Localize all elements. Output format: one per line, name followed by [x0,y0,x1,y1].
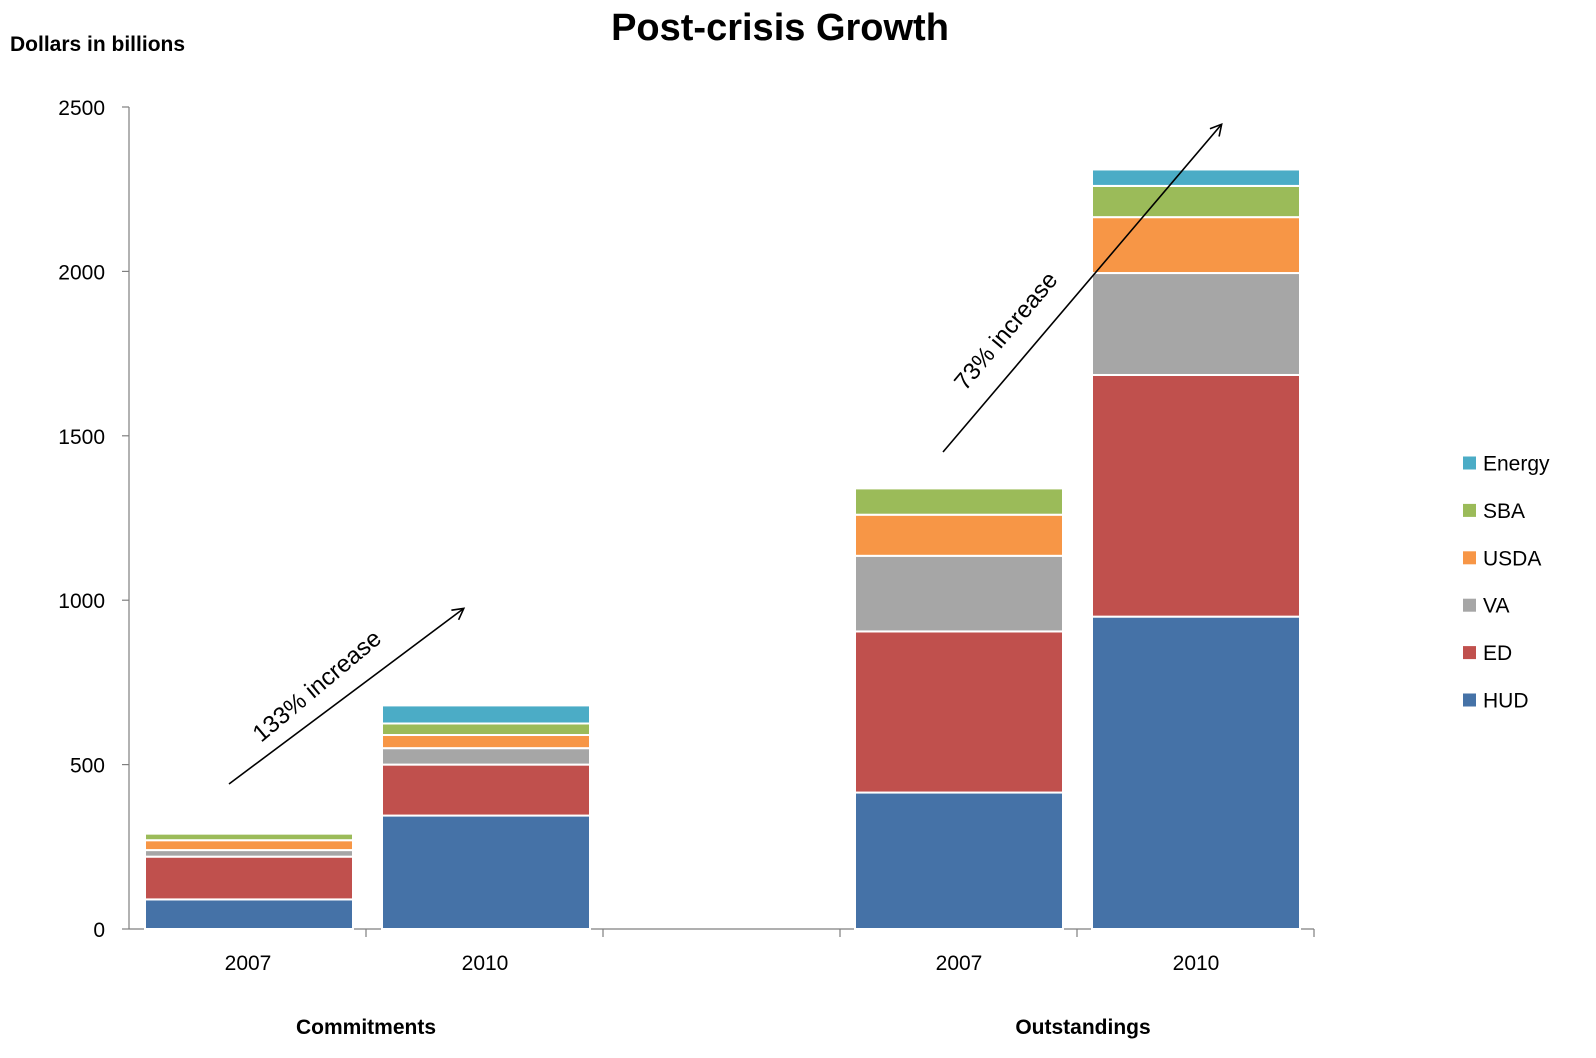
legend-label: SBA [1483,500,1525,523]
bar-segment-ed [381,763,591,817]
bar-segment-energy [381,704,591,725]
legend-swatch-va [1463,598,1476,612]
annotation-label: 133% increase [248,625,387,748]
x-tick-label: 2007 [225,952,272,975]
bar-segment-hud [144,898,354,931]
bar-segment-ed [144,855,354,901]
y-tick-label: 2500 [58,97,105,120]
bar-segment-usda [1091,216,1301,275]
legend-label: HUD [1483,690,1529,713]
legend-label: VA [1483,595,1509,618]
group-labels: Commitments Outstandings [296,1016,1151,1039]
legend-label: USDA [1483,547,1541,570]
bar-segment-va [1091,272,1301,376]
legend-swatch-hud [1463,693,1476,707]
x-tick-label: 2010 [462,952,509,975]
bar-segment-usda [381,734,591,750]
bar-segment-sba [381,722,591,737]
y-axis-label: Dollars in billions [10,33,185,56]
legend-swatch-energy [1463,456,1476,470]
group-label: Commitments [296,1016,436,1039]
bar-segment-sba [854,487,1064,516]
bar-segment-sba [1091,184,1301,219]
legend-swatch-ed [1463,646,1476,660]
chart-title: Post-crisis Growth [611,7,949,49]
bar-segment-usda [854,513,1064,557]
bar-segment-hud [1091,615,1301,930]
y-tick-label: 1500 [58,426,105,449]
group-label: Outstandings [1015,1016,1150,1039]
legend: Energy SBA USDA VA ED HUD [1463,453,1550,713]
legend-label: Energy [1483,453,1550,476]
legend-swatch-usda [1463,551,1476,565]
bar-segment-ed [854,630,1064,794]
y-tick-label: 0 [93,919,105,942]
bars [144,168,1301,931]
bar-segment-va [854,554,1064,633]
y-tick-label: 500 [70,755,105,778]
bar-segment-energy [1091,168,1301,187]
x-tick-label: 2007 [936,952,983,975]
y-tick-label: 1000 [58,590,105,613]
x-tick-labels: 2007 2010 2007 2010 [225,952,1220,975]
bar-segment-usda [144,839,354,852]
bar-segment-ed [1091,373,1301,618]
legend-label: ED [1483,642,1512,665]
bar-segment-va [381,747,591,766]
bar-segment-sba [144,832,354,842]
bar-segment-hud [854,791,1064,930]
legend-swatch-sba [1463,503,1476,517]
annotation-arrow [228,607,466,785]
x-tick-label: 2010 [1173,952,1220,975]
y-tick-label: 2000 [58,261,105,284]
bar-segment-hud [381,814,591,931]
annotation-arrow [942,122,1223,453]
